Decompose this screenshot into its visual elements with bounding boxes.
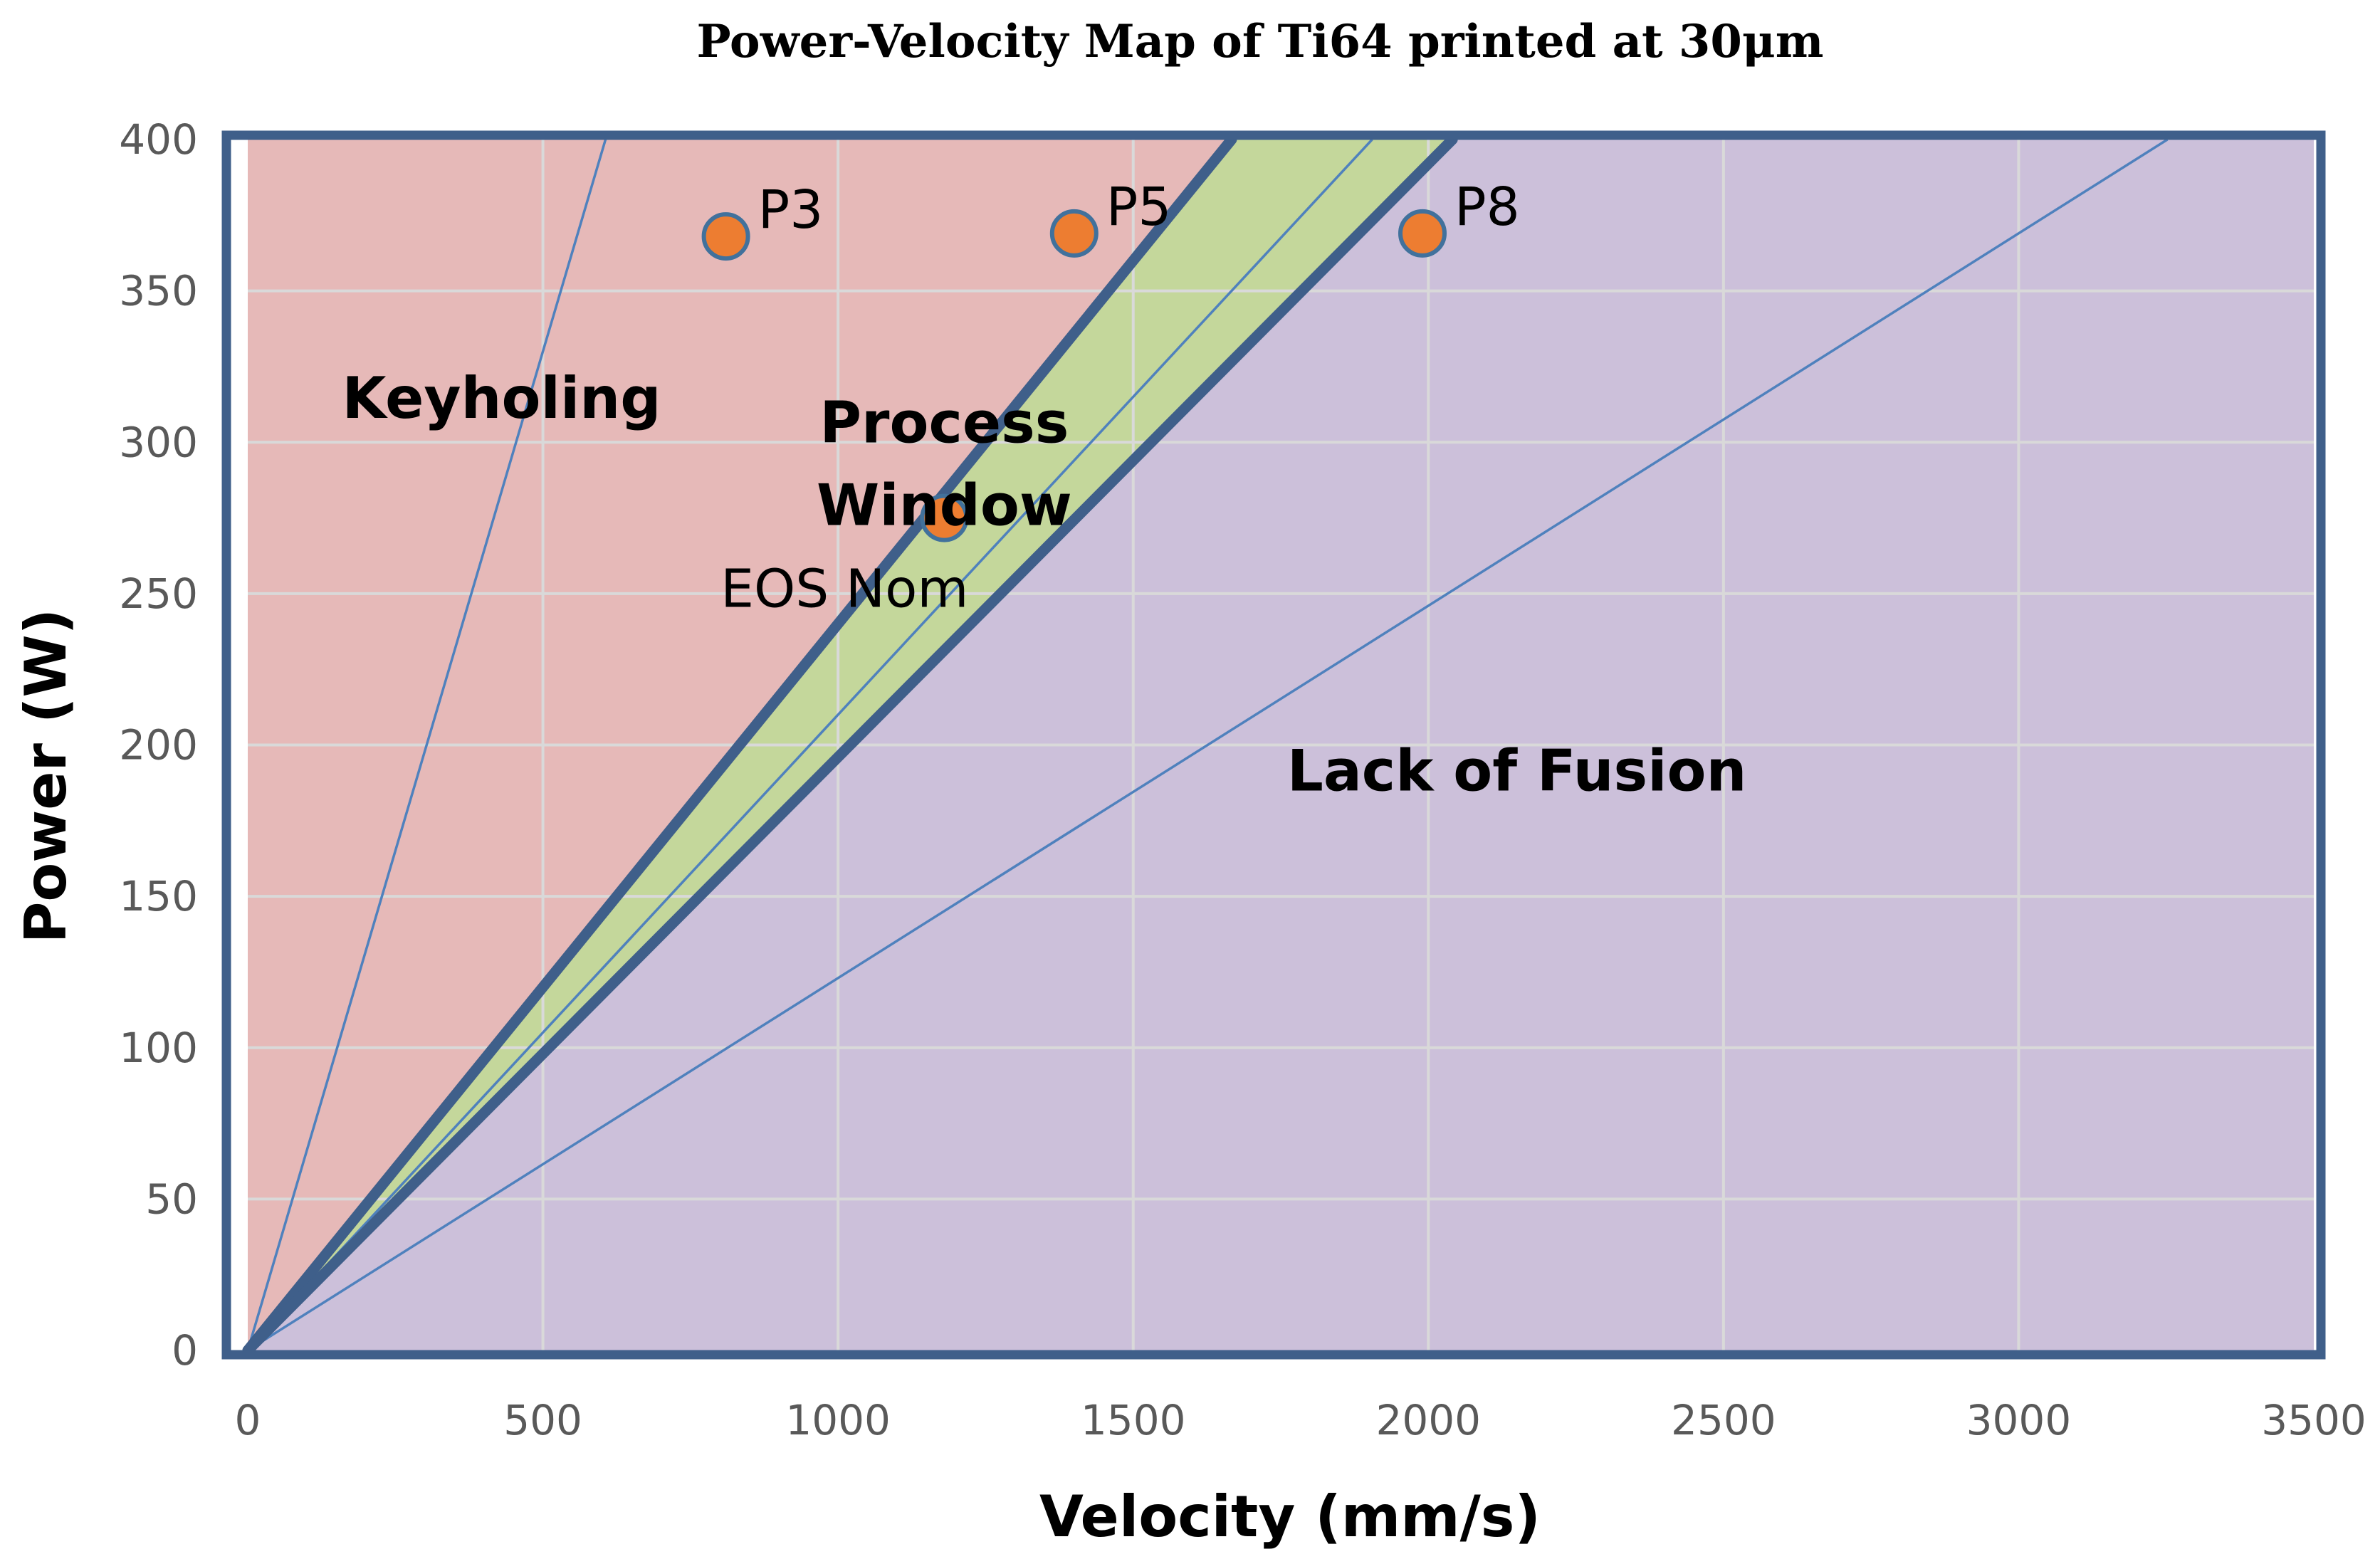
data-point-label: P5 — [1106, 177, 1172, 238]
y-tick-label: 150 — [119, 872, 198, 920]
chart-title: Power-Velocity Map of Ti64 printed at 30… — [696, 15, 1823, 68]
grid-layer — [248, 140, 2314, 1350]
data-point-label: P8 — [1454, 177, 1520, 238]
data-point — [701, 212, 750, 261]
data-point-label: P3 — [758, 179, 824, 241]
data-point-label: EOS Nom — [720, 559, 968, 620]
y-tick-label: 100 — [119, 1024, 198, 1072]
y-tick-label: 200 — [119, 721, 198, 770]
x-tick-label: 3500 — [2261, 1396, 2366, 1444]
y-tick-label: 300 — [119, 418, 198, 466]
energy-line — [246, 139, 607, 1351]
plot-frame-layer — [221, 130, 2326, 1360]
plot-frame — [221, 130, 2326, 1360]
x-axis-label: Velocity (mm/s) — [1039, 1484, 1541, 1550]
x-tick-label: 0 — [235, 1396, 261, 1444]
x-tick-label: 2500 — [1671, 1396, 1776, 1444]
x-tick-label: 500 — [503, 1396, 582, 1444]
region-label: Process — [819, 389, 1069, 456]
keyholing-boundary — [242, 134, 1237, 1356]
data-point — [1049, 209, 1099, 258]
y-tick-label: 0 — [172, 1326, 198, 1375]
y-tick-label: 250 — [119, 569, 198, 618]
data-point — [1398, 209, 1447, 258]
energy-line — [247, 138, 2169, 1352]
x-tick-label: 1500 — [1081, 1396, 1186, 1444]
region-label: Keyholing — [342, 365, 661, 431]
x-tick-label: 2000 — [1375, 1396, 1481, 1444]
y-axis-label: Power (W) — [13, 609, 79, 943]
ticks-layer: 0 500 1000 1500 2000 2500 3000 3500 0 50 100 150 200… — [119, 115, 2366, 1444]
y-tick-label: 350 — [119, 267, 198, 315]
region-label: Window — [817, 472, 1072, 538]
energy-line — [246, 138, 1373, 1352]
y-tick-label: 400 — [119, 115, 198, 164]
points-layer: P3 P5 P8 EOS Nom — [701, 177, 1520, 620]
x-tick-label: 1000 — [785, 1396, 891, 1444]
y-tick-label: 50 — [145, 1175, 198, 1223]
lines-layer — [242, 134, 2169, 1356]
x-tick-label: 3000 — [1966, 1396, 2072, 1444]
lack-of-fusion-boundary — [242, 134, 1458, 1356]
data-point — [920, 493, 969, 542]
region-label: Lack of Fusion — [1287, 737, 1747, 804]
region-labels-layer: Keyholing Process Window Lack of Fusion — [342, 365, 1747, 804]
